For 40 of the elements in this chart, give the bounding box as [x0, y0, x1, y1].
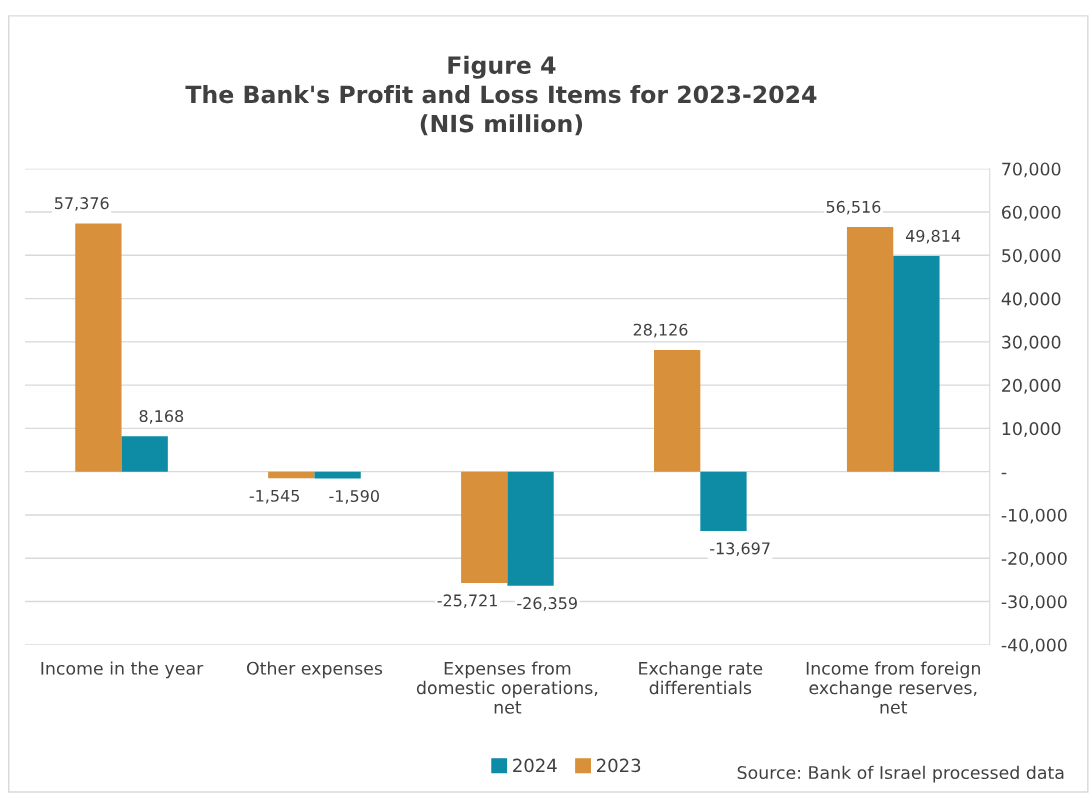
data-label: 56,516 — [826, 200, 881, 215]
y-tick-label: 10,000 — [1002, 422, 1061, 438]
y-tick-label: -30,000 — [1001, 595, 1067, 611]
bar — [75, 223, 122, 472]
y-tick-label: 20,000 — [1002, 378, 1061, 394]
y-tick-label: 30,000 — [1002, 335, 1061, 351]
x-tick-label: Exchange rate differentials — [639, 661, 763, 695]
x-tick-label: Expenses from domestic operations, net — [416, 661, 598, 714]
y-tick-label: 70,000 — [1002, 162, 1061, 178]
data-label: 28,126 — [633, 323, 688, 338]
data-label: -25,721 — [437, 594, 497, 609]
bar — [700, 471, 747, 531]
bar — [846, 227, 894, 472]
bar — [507, 471, 554, 586]
bar — [121, 436, 168, 472]
data-label: 8,168 — [139, 410, 184, 424]
x-tick-label: Income from foreign exchange reserves, net — [806, 661, 980, 714]
y-tick-label: -10,000 — [1001, 508, 1067, 524]
x-tick-label: Other expenses — [246, 661, 383, 679]
legend-label: 2023 — [597, 758, 641, 773]
bar — [314, 471, 361, 479]
data-label: -13,697 — [710, 542, 770, 557]
chart-title: Figure 4 The Bank's Profit and Loss Items for 2023-2024 (NIS million) — [185, 55, 817, 136]
y-tick-label: 50,000 — [1002, 249, 1061, 264]
data-label: 57,376 — [55, 197, 109, 211]
data-label: -26,359 — [517, 597, 577, 611]
y-tick-label: -40,000 — [1001, 638, 1067, 654]
source-note: Source: Bank of Israel processed data — [737, 765, 1064, 783]
y-tick-label: -20,000 — [1001, 551, 1067, 567]
data-label: 49,814 — [905, 229, 961, 244]
y-tick-label: 40,000 — [1001, 292, 1061, 308]
y-tick-label: 60,000 — [1002, 205, 1061, 221]
data-label: -1,545 — [249, 489, 299, 504]
legend-label: 2024 — [513, 758, 557, 773]
data-label: -1,590 — [329, 489, 379, 504]
y-tick-label: - — [1001, 472, 1007, 475]
x-tick-label: Income in the year — [41, 661, 204, 679]
bar — [893, 256, 940, 472]
bar — [461, 471, 508, 583]
bar — [654, 349, 701, 472]
